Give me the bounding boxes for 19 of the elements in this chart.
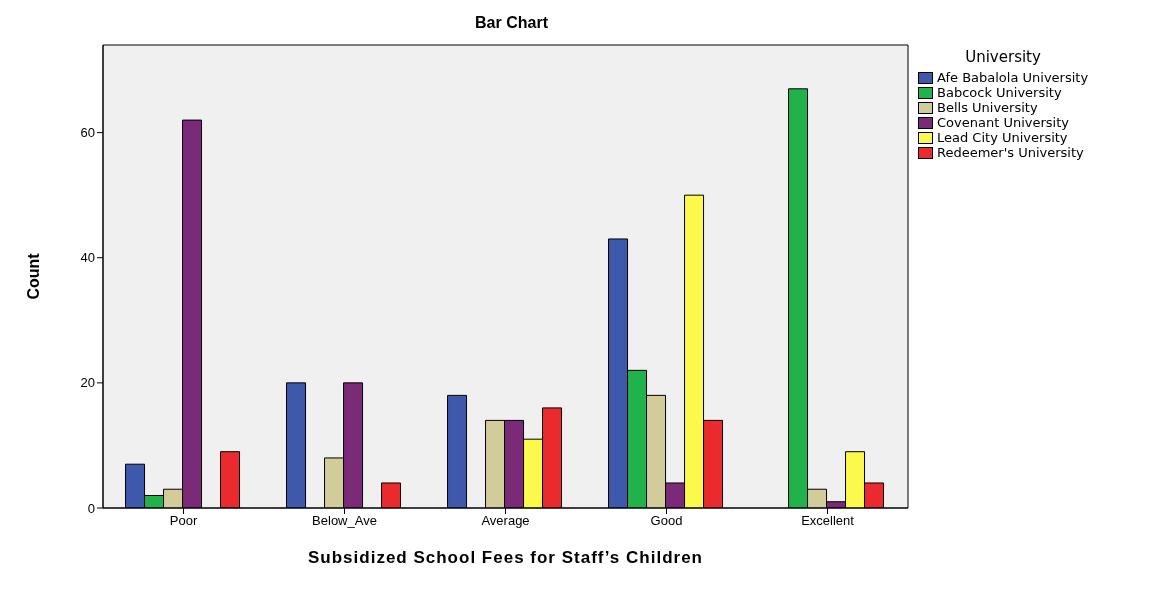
y-tick-label: 20 <box>80 375 95 391</box>
x-tick-label: Below_Ave <box>312 513 377 529</box>
legend-label: Covenant University <box>937 115 1069 130</box>
legend-label: Bells University <box>937 100 1038 115</box>
legend-label: Afe Babalola University <box>937 70 1089 85</box>
chart-title: Bar Chart <box>474 14 549 32</box>
y-axis-title: Count <box>24 252 42 300</box>
x-tick-label: Average <box>481 513 530 529</box>
y-tick-label: 40 <box>80 250 95 266</box>
x-tick-label: Excellent <box>801 513 855 529</box>
legend-label: Lead City University <box>937 130 1068 145</box>
y-tick-label: 0 <box>87 500 95 516</box>
y-tick-label: 60 <box>80 125 95 141</box>
x-axis-title: Subsidized School Fees for Staff’s Children <box>307 548 704 567</box>
legend-label: Babcock University <box>937 85 1062 100</box>
legend-label: Redeemer's University <box>937 145 1084 160</box>
legend-title: University <box>964 48 1042 66</box>
x-tick-label: Good <box>650 513 683 529</box>
x-tick-label: Poor <box>169 513 198 529</box>
